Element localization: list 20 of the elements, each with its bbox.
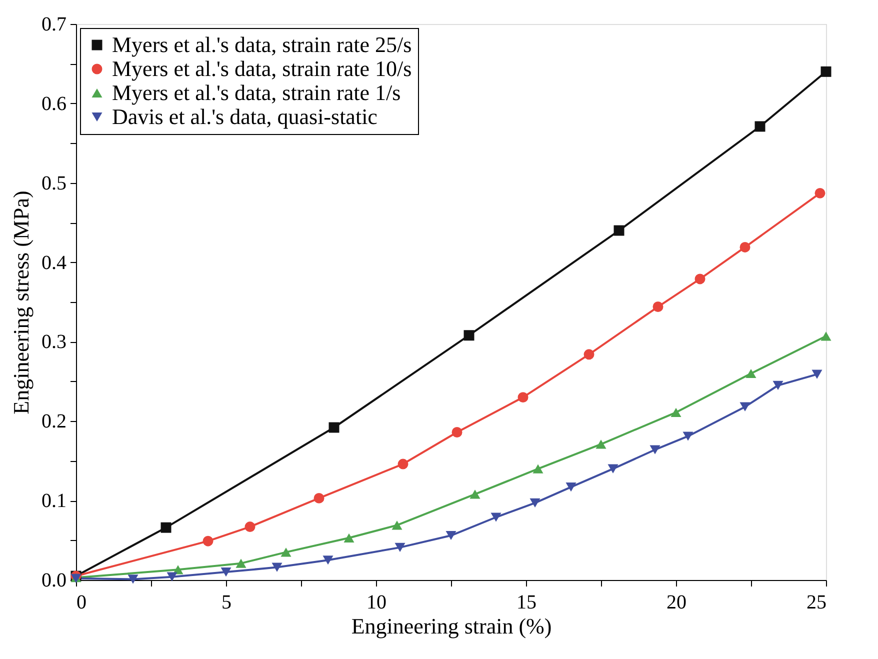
x-axis-title: Engineering strain (%) xyxy=(351,614,552,638)
y-axis-title: Engineering stress (MPa) xyxy=(8,190,34,414)
y-tick-label: 0.5 xyxy=(42,172,66,194)
y-tick-label: 0.1 xyxy=(42,490,66,512)
legend-label: Myers et al.'s data, strain rate 25/s xyxy=(112,32,412,57)
y-tick-label: 0.7 xyxy=(42,14,66,36)
y-tick-label: 0.2 xyxy=(42,410,66,433)
x-tick-label: 10 xyxy=(366,592,386,614)
y-tick-label: 0.3 xyxy=(42,331,66,354)
x-tick-label: 5 xyxy=(222,592,232,614)
x-tick-label: 15 xyxy=(516,592,536,614)
x-tick-label: 25 xyxy=(806,592,826,614)
y-tick-label: 0.4 xyxy=(42,252,66,274)
y-tick-label: 0.0 xyxy=(42,570,66,592)
legend-label: Myers et al.'s data, strain rate 10/s xyxy=(112,56,412,81)
legend-label: Myers et al.'s data, strain rate 1/s xyxy=(112,80,401,105)
y-tick-label: 0.6 xyxy=(42,92,66,115)
x-tick-label: 0 xyxy=(76,592,86,614)
legend-label: Davis et al.'s data, quasi-static xyxy=(112,104,378,129)
x-tick-label: 20 xyxy=(666,592,686,614)
